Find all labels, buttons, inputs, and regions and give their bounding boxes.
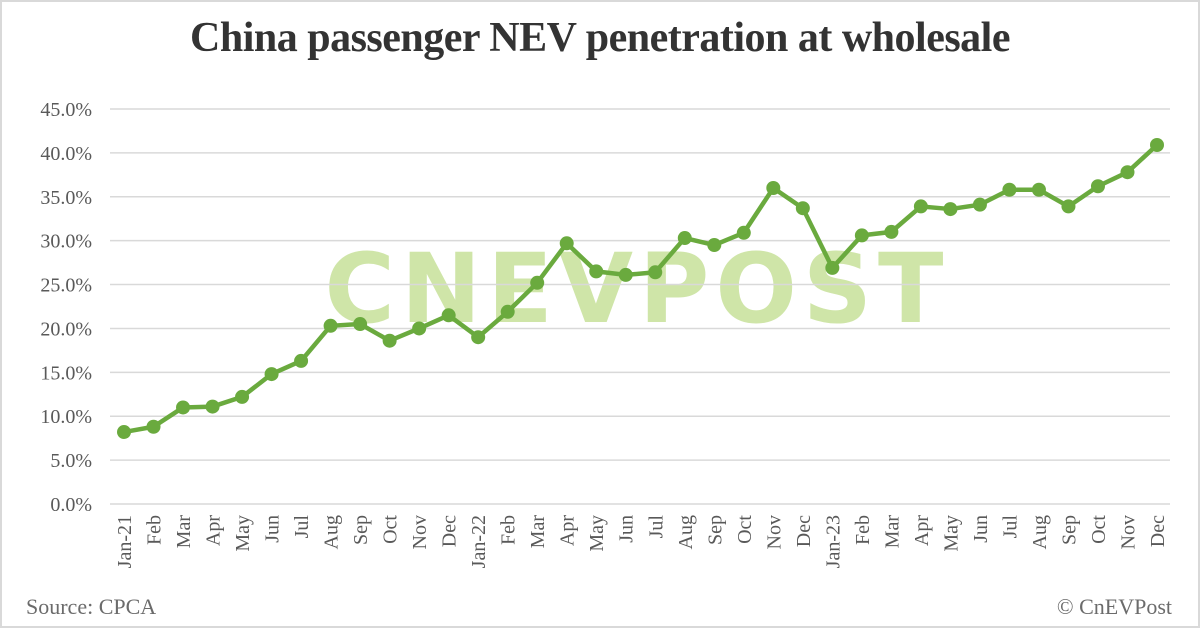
data-point-marker <box>707 238 722 253</box>
x-tick-label: Feb <box>852 515 874 545</box>
x-tick-label: Mar <box>173 515 195 549</box>
data-point-marker <box>972 197 987 212</box>
y-tick-label: 0.0% <box>50 494 92 516</box>
data-point-marker <box>323 318 338 333</box>
x-tick-label: Apr <box>557 515 579 546</box>
data-point-marker <box>530 275 545 290</box>
data-point-marker <box>205 399 220 414</box>
data-point-marker <box>589 264 604 279</box>
data-point-marker <box>382 333 397 348</box>
x-tick-label: Apr <box>911 515 933 546</box>
data-point-marker <box>471 330 486 345</box>
y-tick-label: 5.0% <box>50 450 92 472</box>
y-tick-label: 15.0% <box>40 362 92 384</box>
data-point-marker <box>117 425 131 440</box>
data-point-marker <box>1150 137 1164 152</box>
data-point-marker <box>1031 182 1046 197</box>
data-point-marker <box>1061 199 1076 214</box>
data-point-marker <box>441 308 456 323</box>
x-tick-label: Aug <box>675 515 697 549</box>
x-tick-label: Oct <box>380 515 402 544</box>
y-tick-label: 35.0% <box>40 187 92 209</box>
y-tick-label: 20.0% <box>40 318 92 340</box>
x-tick-label: Jun <box>262 515 284 543</box>
x-tick-label: Sep <box>350 515 372 545</box>
x-tick-label: Feb <box>144 515 166 545</box>
x-tick-label: Aug <box>321 515 343 549</box>
x-tick-label: Dec <box>439 515 461 547</box>
y-tick-label: 40.0% <box>40 143 92 165</box>
x-tick-label: Apr <box>203 515 225 546</box>
x-tick-label: Nov <box>409 515 431 549</box>
copyright-label: © CnEVPost <box>1056 594 1172 619</box>
data-point-marker <box>648 265 663 280</box>
data-point-marker <box>943 202 958 217</box>
x-tick-label: Jan-22 <box>468 515 490 568</box>
data-point-marker <box>1002 182 1017 197</box>
data-point-marker <box>1120 165 1135 180</box>
x-tick-label: Sep <box>1058 515 1080 545</box>
x-tick-label: Dec <box>793 515 815 547</box>
x-tick-label: May <box>586 515 608 552</box>
data-point-marker <box>825 260 840 275</box>
x-tick-label: Jul <box>999 515 1021 539</box>
y-axis: 0.0% 5.0% 10.0% 15.0% 20.0% 25.0% 30.0% 35.0% 40… <box>40 99 92 516</box>
x-tick-label: Jun <box>970 515 992 543</box>
gridlines <box>110 108 1170 505</box>
x-tick-label: Jan-23 <box>822 515 844 568</box>
y-tick-label: 30.0% <box>40 231 92 253</box>
x-tick-label: Mar <box>527 515 549 549</box>
data-point-marker <box>913 199 928 214</box>
y-tick-label: 25.0% <box>40 275 92 297</box>
data-point-marker <box>618 267 633 282</box>
data-point-marker <box>736 225 751 240</box>
x-tick-label: May <box>232 515 254 552</box>
data-point-marker <box>412 321 427 336</box>
x-tick-label: Sep <box>704 515 726 545</box>
x-tick-label: Jul <box>291 515 313 539</box>
data-series <box>117 137 1164 440</box>
data-point-marker <box>353 317 368 332</box>
x-tick-label: Jan-21 <box>114 515 136 568</box>
data-point-marker <box>176 400 191 415</box>
y-tick-label: 45.0% <box>40 99 92 121</box>
x-tick-label: Aug <box>1029 515 1051 549</box>
x-tick-label: Dec <box>1147 515 1169 547</box>
data-point-marker <box>795 201 810 216</box>
data-point-marker <box>294 353 309 368</box>
data-point-marker <box>884 224 899 239</box>
x-tick-label: May <box>940 515 962 552</box>
x-tick-label: Feb <box>498 515 520 545</box>
x-tick-label: Oct <box>734 515 756 544</box>
data-point-marker <box>854 228 869 243</box>
x-tick-label: Nov <box>763 515 785 549</box>
data-point-marker <box>264 367 279 382</box>
x-tick-label: Jul <box>645 515 667 539</box>
data-point-marker <box>677 231 692 246</box>
data-point-marker <box>1090 179 1105 194</box>
chart-title: China passenger NEV penetration at whole… <box>190 15 1011 61</box>
data-point-marker <box>500 304 515 319</box>
data-point-marker <box>235 389 250 404</box>
data-point-marker <box>146 419 161 434</box>
x-tick-label: Nov <box>1117 515 1139 549</box>
x-tick-label: Jun <box>616 515 638 543</box>
x-axis: Jan-21 Feb Mar Apr May Jun Jul Aug Sep Oct Nov Dec J… <box>114 515 1169 569</box>
data-point-marker <box>766 181 781 195</box>
x-tick-label: Oct <box>1088 515 1110 544</box>
x-tick-label: Mar <box>881 515 903 549</box>
y-tick-label: 10.0% <box>40 406 92 428</box>
source-label: Source: CPCA <box>26 594 157 619</box>
data-point-marker <box>559 236 574 251</box>
